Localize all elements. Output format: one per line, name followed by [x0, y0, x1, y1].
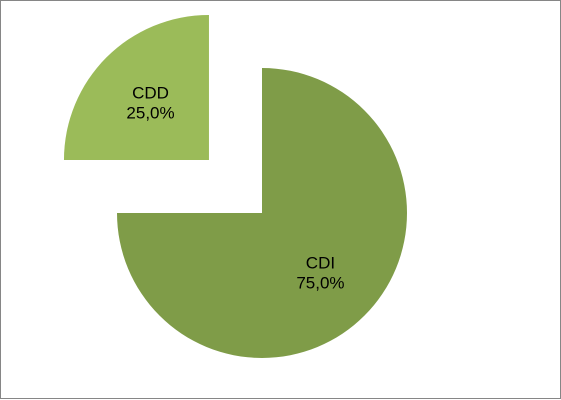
pie-slice-cdi: [117, 68, 407, 358]
slice-percent-cdi: 75,0%: [296, 273, 344, 292]
slice-category-cdi: CDI: [306, 253, 335, 272]
slice-category-cdd: CDD: [132, 84, 169, 103]
slice-label-cdi: CDI 75,0%: [296, 253, 344, 292]
pie-slice-cdd: [63, 14, 209, 160]
slice-label-cdd: CDD 25,0%: [126, 84, 174, 123]
slice-percent-cdd: 25,0%: [126, 104, 174, 123]
